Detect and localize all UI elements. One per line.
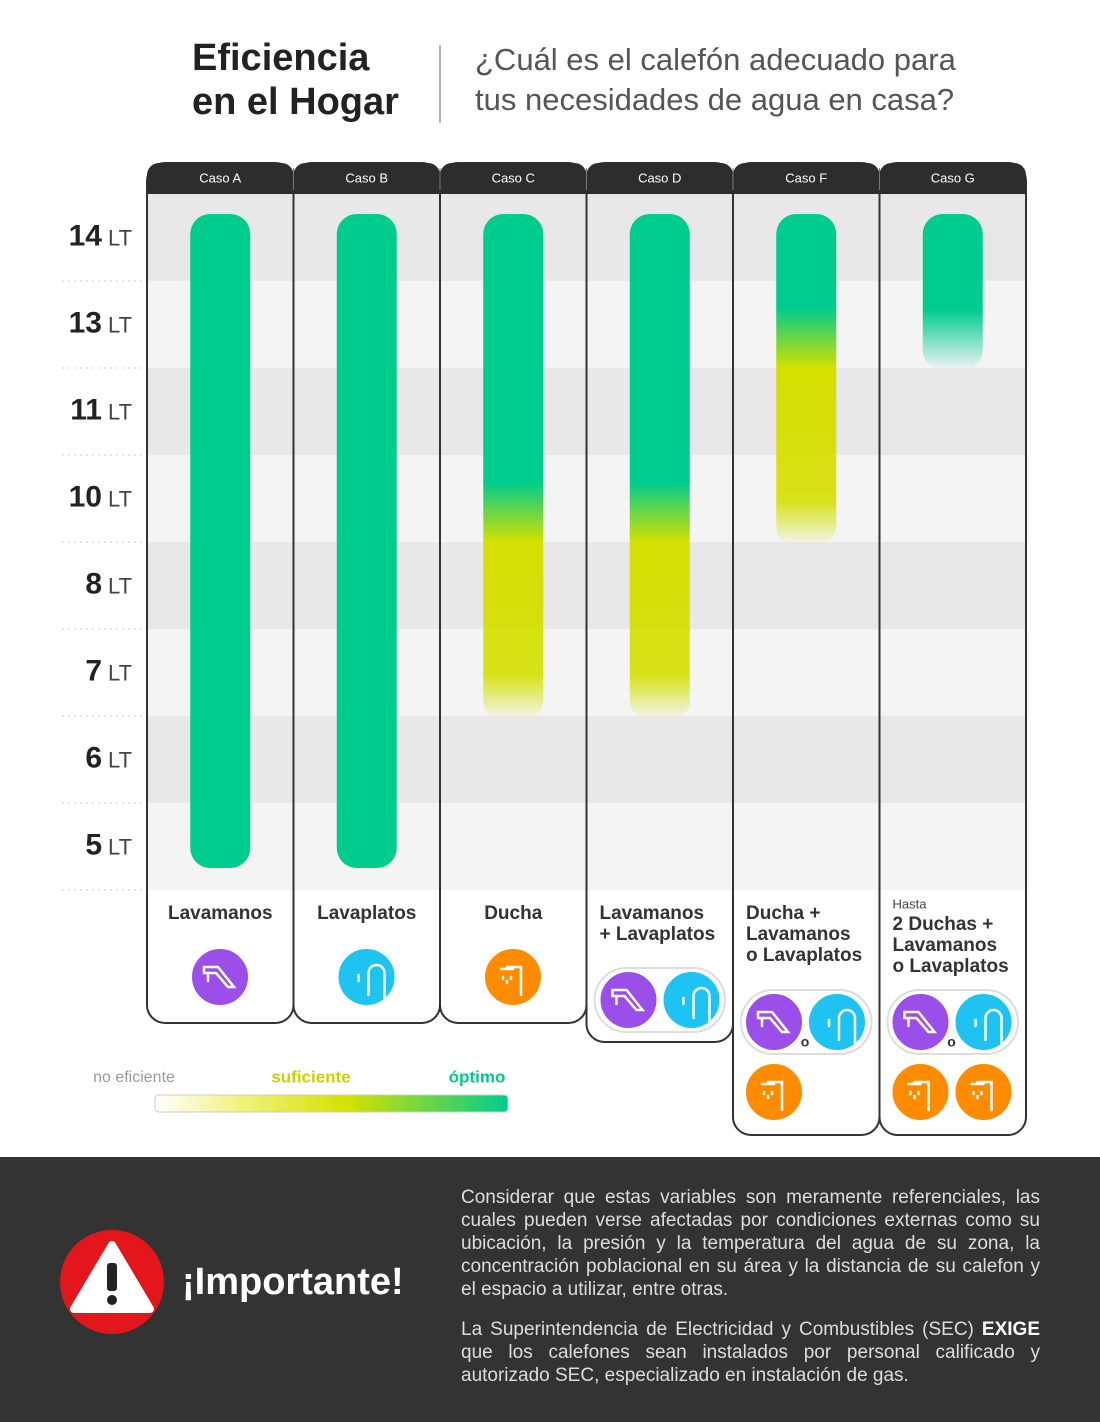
title-line: en el Hogar: [192, 81, 399, 123]
case-name: Caso D: [638, 170, 681, 185]
row-value: 7: [85, 654, 102, 687]
legend-gradient: [154, 1094, 509, 1113]
infographic: Eficiencia en el Hogar ¿Cuál es el calef…: [62, 37, 1027, 1136]
or-label: o: [947, 1034, 956, 1050]
case-label: Lavamanos: [746, 924, 851, 945]
row-value: 8: [85, 567, 102, 600]
icon-glyph: [756, 1010, 791, 1034]
row-unit: LT: [108, 747, 132, 772]
card-header: [440, 163, 587, 194]
row-value: 10: [69, 480, 102, 513]
icon-glyph: [907, 1080, 930, 1112]
case-label: Lavamanos: [600, 903, 705, 924]
icon: [953, 1062, 1014, 1122]
row-unit: LT: [108, 486, 132, 511]
case-label: Lavamanos: [893, 935, 998, 956]
row-unit: LT: [108, 834, 132, 859]
footer-title: ¡Importante!: [182, 1261, 404, 1303]
icon: [953, 992, 1014, 1052]
subtitle-line: ¿Cuál es el calefón adecuado para: [475, 42, 957, 77]
bar: [776, 214, 837, 546]
legend-label: óptimo: [449, 1067, 506, 1086]
card-header: [147, 163, 294, 194]
row-value: 11: [70, 393, 102, 426]
row-value: 5: [85, 828, 102, 861]
card-header: [293, 163, 440, 194]
warning-mark: [107, 1263, 117, 1291]
bar: [336, 214, 397, 868]
row-unit: LT: [108, 573, 132, 598]
icon-glyph: [499, 965, 523, 997]
row-unit: LT: [108, 225, 132, 250]
icon-glyph: [202, 965, 237, 989]
row-unit: LT: [108, 399, 132, 424]
icon: [661, 970, 722, 1030]
icon: [744, 1062, 804, 1122]
case-name: Caso A: [199, 170, 241, 185]
case-label: Ducha +: [746, 903, 820, 924]
paragraph: Considerar que estas variables son meram…: [461, 1187, 1040, 1300]
icon-glyph: [827, 1008, 857, 1046]
case-label: + Lavaplatos: [600, 924, 716, 945]
bar: [190, 214, 251, 868]
icon: [336, 947, 397, 1007]
icon-glyph: [760, 1080, 784, 1112]
bar: [483, 214, 544, 720]
case-prefix: Hasta: [893, 896, 928, 911]
icon-glyph: [611, 988, 646, 1012]
text: La Superintendencia de Electricidad y Co…: [461, 1319, 974, 1340]
icon: [890, 1062, 951, 1122]
case-label: Lavamanos: [168, 903, 273, 924]
warning: ¡Importante!: [60, 1230, 404, 1334]
case-name: Caso C: [492, 170, 535, 185]
row-value: 14: [69, 219, 103, 252]
case-label: 2 Duchas +: [893, 914, 994, 935]
icon-glyph: [903, 1010, 938, 1034]
row-unit: LT: [108, 660, 132, 685]
legend-label: suficiente: [271, 1067, 350, 1086]
card-header: [879, 163, 1026, 194]
legend-label: no eficiente: [93, 1069, 175, 1086]
bar: [629, 214, 690, 720]
case-label: Ducha: [484, 903, 543, 924]
emphasis: EXIGE: [981, 1319, 1040, 1340]
bar: [922, 214, 983, 370]
paragraph: La Superintendencia de Electricidad y Co…: [461, 1318, 1040, 1387]
case-name: Caso F: [785, 170, 827, 185]
row-value: 6: [85, 741, 102, 774]
title-line: Eficiencia: [192, 37, 370, 79]
card-header: [586, 163, 733, 194]
case-label: o Lavaplatos: [893, 956, 1009, 977]
footer: ¡Importante! Considerar que estas variab…: [0, 1157, 1100, 1422]
icon: [807, 992, 867, 1052]
icon-glyph: [357, 963, 386, 1001]
card-header: [733, 163, 880, 194]
subtitle-line: tus necesidades de agua en casa?: [475, 82, 954, 117]
case-name: Caso G: [931, 170, 975, 185]
or-label: o: [801, 1034, 810, 1050]
case-label: Lavaplatos: [317, 903, 416, 924]
warning-dot: [107, 1295, 117, 1305]
icon-glyph: [682, 986, 711, 1024]
row-unit: LT: [108, 312, 132, 337]
row-value: 13: [69, 306, 102, 339]
icon-glyph: [974, 1008, 1003, 1046]
case-name: Caso B: [345, 170, 388, 185]
icon: [483, 947, 543, 1007]
case-label: o Lavaplatos: [746, 945, 862, 966]
text: que los calefones sean instalados por pe…: [461, 1342, 1040, 1386]
icon-glyph: [970, 1080, 993, 1112]
